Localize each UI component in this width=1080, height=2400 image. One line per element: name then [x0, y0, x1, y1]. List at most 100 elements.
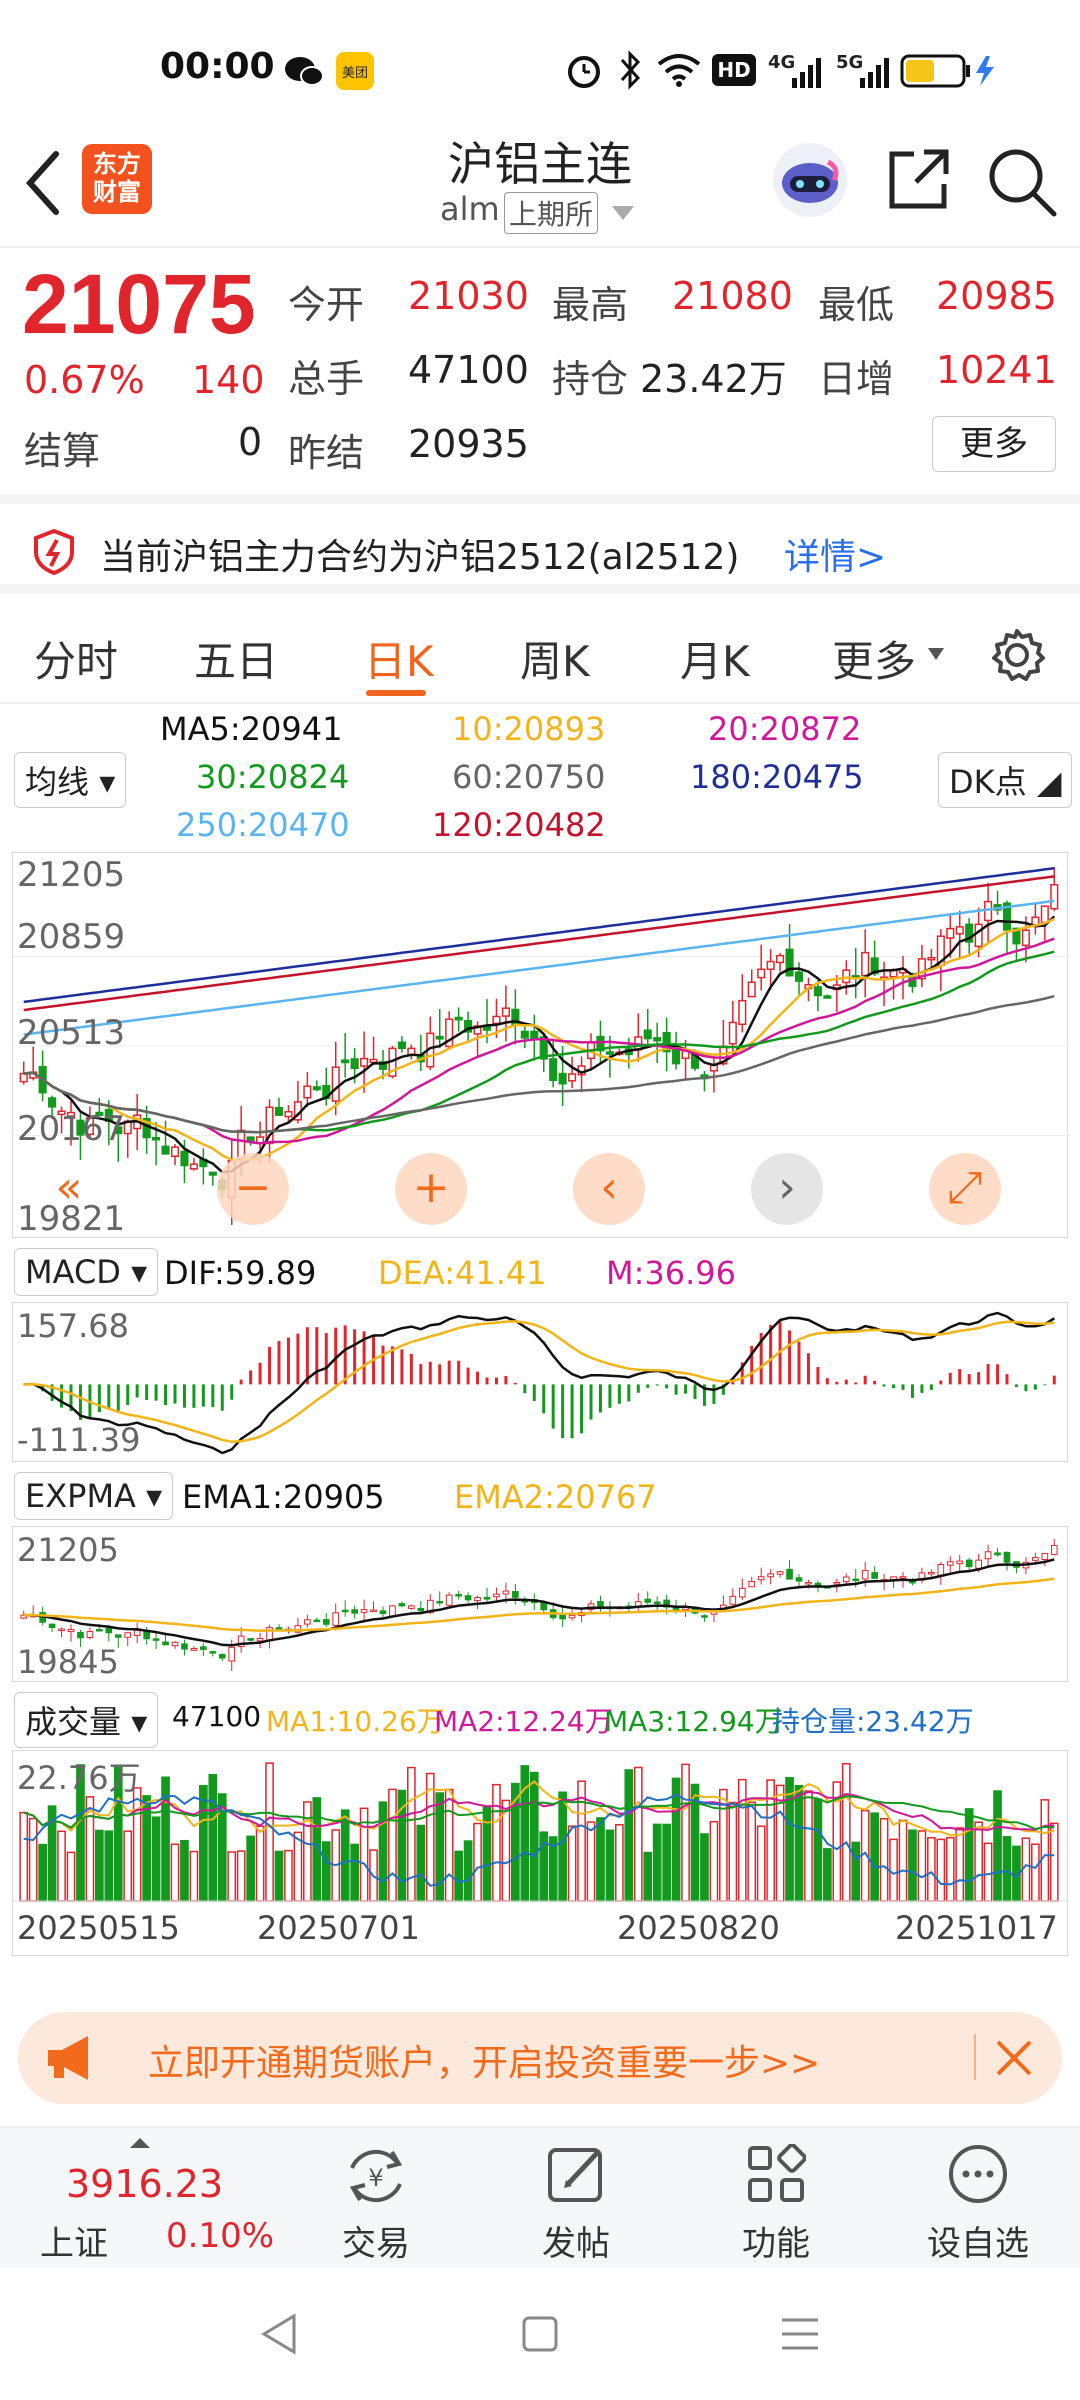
volume-selector[interactable]: 成交量 ▾ [14, 1692, 159, 1748]
volume-bar [66, 1851, 76, 1902]
high-label: 最高 [552, 283, 629, 327]
fullscreen-button[interactable]: ⤢ [929, 1153, 1001, 1225]
kline-chart[interactable] [13, 853, 1069, 1239]
notice-bar[interactable]: 当前沪铝主力合约为沪铝2512(al2512) 详情> [0, 494, 1080, 594]
nav-functions[interactable]: 功能 [696, 2128, 856, 2270]
back-triangle-icon[interactable] [260, 2312, 300, 2356]
expma-candle-body [152, 1638, 160, 1641]
expma-candle-body [228, 1646, 236, 1662]
candle-body [738, 999, 747, 1025]
volume-ma2: MA2:12.24万 [434, 1705, 613, 1738]
gear-icon[interactable] [988, 626, 1046, 684]
nav-trade-label: 交易 [342, 2224, 410, 2264]
more-button[interactable]: 更多 [932, 416, 1056, 472]
candle-body [312, 1086, 321, 1091]
ma10-legend: 10:20893 [452, 710, 606, 748]
ma-selector[interactable]: 均线 ▾ [14, 752, 127, 808]
nav-post[interactable]: 发帖 [496, 2128, 656, 2270]
volume-axis-top: 22.76万 [17, 1759, 141, 1797]
expma-candle-body [247, 1638, 254, 1641]
ma-line-30 [23, 950, 1055, 1134]
active-tab-indicator [366, 690, 426, 696]
candle-body [274, 1106, 284, 1116]
expma-candle-body [181, 1643, 188, 1650]
expma-chart[interactable] [13, 1527, 1069, 1683]
volume-ma3: MA3:12.94万 [604, 1705, 783, 1738]
expma-axis-bottom: 19845 [17, 1643, 119, 1681]
scroll-left-button[interactable]: ‹ [573, 1153, 645, 1225]
expma-candle-body [899, 1576, 907, 1579]
volume-bar [463, 1840, 473, 1902]
expma-candle-body [994, 1552, 1001, 1556]
chevron-down-icon[interactable] [610, 202, 636, 222]
nav-trade[interactable]: ¥ 交易 [296, 2128, 456, 2270]
tab-more[interactable]: 更多 [832, 637, 917, 686]
candle-body [643, 1029, 652, 1040]
expma-candle-body [474, 1597, 481, 1602]
date-label: 20250701 [257, 1909, 420, 1947]
expma-candle-body [86, 1631, 94, 1639]
volume-panel[interactable]: 22.76万 20250515 20250701 20250820 202510… [12, 1750, 1069, 1957]
macd-chart[interactable] [13, 1303, 1069, 1463]
nav-add-watchlist[interactable]: 设自选 [898, 2128, 1058, 2270]
volume-chart[interactable] [13, 1751, 1069, 1957]
volume-bar [293, 1831, 303, 1902]
ma20-legend: 20:20872 [708, 710, 862, 748]
tab-five-day[interactable]: 五日 [194, 637, 279, 686]
tab-monthly-k[interactable]: 月K [680, 637, 750, 686]
volume-bar [246, 1835, 255, 1902]
app-logo[interactable]: 东方 财富 [82, 144, 152, 214]
system-nav-bar [0, 2268, 1080, 2400]
index-change[interactable]: 0.10% [166, 2216, 275, 2256]
volume-bar [813, 1798, 823, 1902]
index-value[interactable]: 3916.23 [66, 2162, 224, 2206]
scroll-right-button[interactable]: › [751, 1153, 823, 1225]
macd-selector[interactable]: MACD ▾ [14, 1248, 159, 1296]
expma-candle-body [370, 1609, 377, 1612]
volume-bar [407, 1766, 416, 1902]
volume-bar [378, 1801, 388, 1902]
tab-daily-k[interactable]: 日K [364, 637, 434, 686]
tab-weekly-k[interactable]: 周K [520, 637, 590, 686]
menu-lines-icon[interactable] [778, 2314, 822, 2354]
expma-panel[interactable]: 21205 19845 [12, 1526, 1068, 1682]
expma-candle-body [1050, 1545, 1058, 1555]
volume-bar [123, 1830, 133, 1902]
candle-body [360, 1057, 369, 1067]
volume-bar [974, 1821, 983, 1902]
expma-candle-body [256, 1638, 264, 1642]
expma-selector[interactable]: EXPMA ▾ [14, 1472, 174, 1520]
expma-candle-body [701, 1615, 708, 1618]
notice-detail-link[interactable]: 详情> [784, 537, 887, 578]
expma-candle-body [58, 1628, 65, 1632]
share-icon[interactable] [884, 144, 954, 214]
candle-body [653, 1037, 662, 1042]
volume-bar [208, 1774, 218, 1902]
candle-body [57, 1110, 66, 1116]
expma-candle-body [67, 1629, 75, 1633]
index-name[interactable]: 上证 [40, 2224, 108, 2264]
candle-body [568, 1073, 577, 1082]
expma-candle-body [114, 1634, 122, 1638]
ma120-legend: 120:20482 [432, 806, 606, 844]
volume-bar [794, 1784, 804, 1902]
home-square-icon[interactable] [520, 2314, 560, 2354]
search-icon[interactable] [984, 144, 1060, 220]
nav-add-watchlist-label: 设自选 [927, 2224, 1029, 2264]
zoom-in-button[interactable]: + [395, 1153, 467, 1225]
dk-point-button[interactable]: DK点 ◢ [938, 752, 1073, 808]
back-icon[interactable] [22, 148, 62, 218]
close-icon[interactable] [992, 2036, 1036, 2080]
kline-panel[interactable]: 21205 20859 20513 20167 19821 « − + ‹ › … [12, 852, 1069, 1239]
promo-banner[interactable]: 立即开通期货账户，开启投资重要一步>> [18, 2012, 1062, 2104]
tab-intraday[interactable]: 分时 [34, 637, 119, 686]
scroll-left-fast-button[interactable]: « [55, 1162, 83, 1213]
zoom-out-button[interactable]: − [217, 1153, 289, 1225]
robot-assistant-icon[interactable] [770, 140, 850, 220]
macd-panel[interactable]: 157.68 -111.39 [12, 1302, 1068, 1462]
macd-dea: DEA:41.41 [378, 1254, 547, 1292]
open-label: 今开 [288, 283, 365, 327]
header: 东方 财富 沪铝主连 alm 上期所 [0, 128, 1080, 248]
exchange-badge[interactable]: 上期所 [504, 192, 599, 234]
nav-post-label: 发帖 [542, 2224, 610, 2264]
